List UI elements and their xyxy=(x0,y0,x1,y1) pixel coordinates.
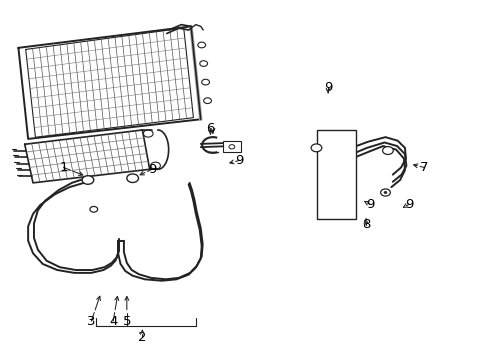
Text: 7: 7 xyxy=(419,161,428,174)
Circle shape xyxy=(382,147,392,154)
Bar xyxy=(317,130,356,219)
Text: 9: 9 xyxy=(365,198,373,211)
Text: 1: 1 xyxy=(59,161,68,174)
Text: 8: 8 xyxy=(361,218,369,231)
Circle shape xyxy=(203,98,211,104)
Circle shape xyxy=(383,192,386,194)
Text: 5: 5 xyxy=(122,315,131,328)
Text: 9: 9 xyxy=(235,154,244,167)
Text: 9: 9 xyxy=(148,163,156,176)
Bar xyxy=(222,141,241,152)
Circle shape xyxy=(380,189,389,196)
Text: 9: 9 xyxy=(404,198,412,211)
Circle shape xyxy=(150,162,160,169)
Text: 2: 2 xyxy=(138,331,146,344)
Circle shape xyxy=(198,42,205,48)
Circle shape xyxy=(201,79,209,85)
Circle shape xyxy=(143,130,153,137)
Text: 6: 6 xyxy=(206,122,214,135)
Circle shape xyxy=(90,206,98,212)
Text: 3: 3 xyxy=(87,315,95,328)
Circle shape xyxy=(82,176,94,184)
Text: 4: 4 xyxy=(109,315,117,328)
Circle shape xyxy=(126,174,138,183)
Circle shape xyxy=(200,61,207,66)
Circle shape xyxy=(310,144,321,152)
Text: 9: 9 xyxy=(323,81,332,94)
